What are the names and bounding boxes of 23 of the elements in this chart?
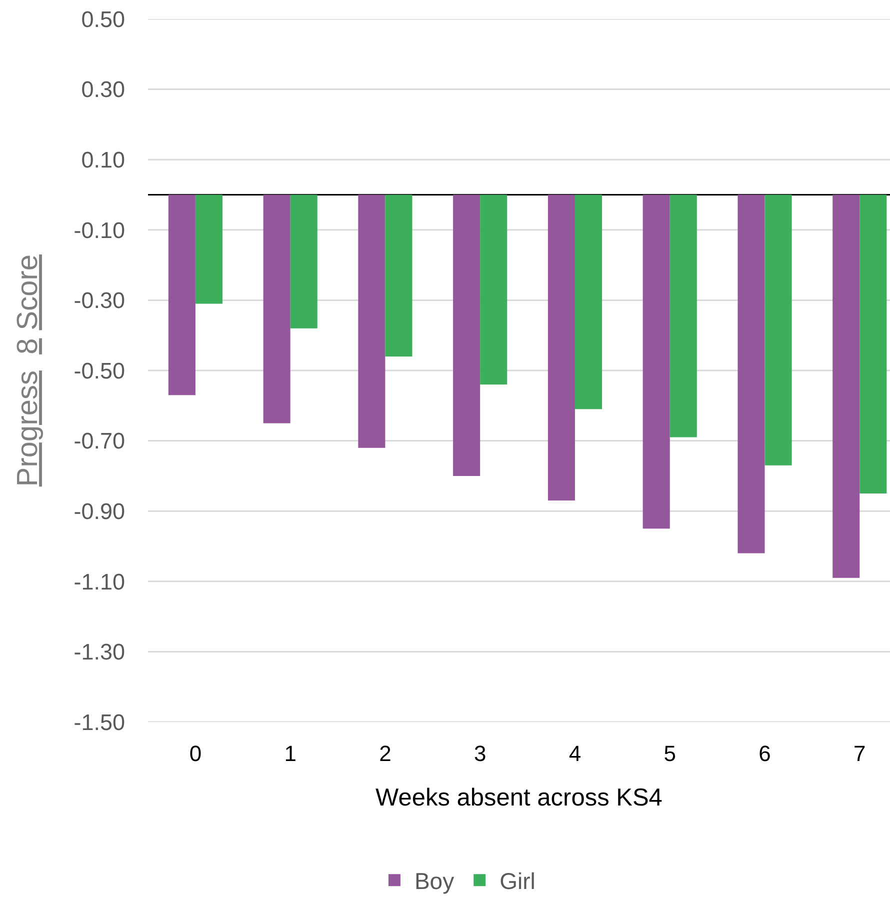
y-tick-label: 0.50 xyxy=(81,6,125,32)
x-tick-label: 1 xyxy=(284,741,296,766)
y-tick-label: -0.30 xyxy=(74,288,125,314)
x-tick-label: 5 xyxy=(664,741,676,766)
y-tick-label: -0.90 xyxy=(74,498,125,524)
x-tick-label: 0 xyxy=(189,741,202,766)
y-tick-label: -0.10 xyxy=(74,218,125,243)
y-tick-label: -0.70 xyxy=(74,428,125,454)
legend-label: Girl xyxy=(500,868,536,894)
y-tick-label: 0.10 xyxy=(81,147,125,172)
y-tick-label: 0.30 xyxy=(81,77,125,102)
x-tick-label: 2 xyxy=(379,741,392,766)
y-tick-label: -0.50 xyxy=(74,358,125,384)
x-tick-label: 6 xyxy=(758,741,771,766)
y-tick-label: -1.50 xyxy=(74,710,125,735)
x-tick-label: 4 xyxy=(568,741,582,766)
x-axis-title: Weeks absent across KS4 xyxy=(376,784,662,812)
legend-label: Boy xyxy=(414,868,455,894)
y-axis-title: Progress 8 Score xyxy=(12,254,44,487)
y-tick-label: -1.10 xyxy=(74,569,125,594)
y-tick-label: -1.30 xyxy=(74,640,125,665)
x-tick-label: 7 xyxy=(854,741,866,766)
x-tick-label: 3 xyxy=(474,741,486,766)
